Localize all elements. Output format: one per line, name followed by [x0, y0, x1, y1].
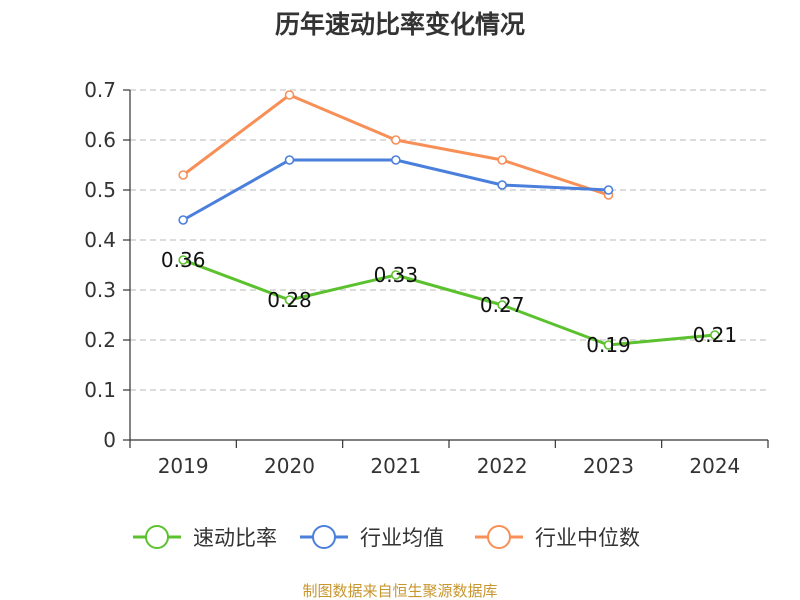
data-point[interactable]	[178, 255, 188, 265]
series-line	[182, 258, 715, 347]
axes: 0 0.1 0.2 0.3 0.4 0.5 0.6 0.7 2019 2020 2021 2022 20…	[84, 78, 769, 478]
series-line	[182, 93, 609, 197]
legend-marker-icon	[145, 525, 169, 549]
data-label: 0.19	[586, 333, 631, 357]
data-label: 0.27	[480, 293, 525, 317]
data-point[interactable]	[603, 185, 614, 195]
data-label: 0.36	[161, 248, 206, 272]
legend[interactable]: 速动比率 行业均值 行业中位数	[133, 525, 640, 550]
data-label: 0.28	[267, 288, 312, 312]
source-note: 制图数据来自恒生聚源数据库	[302, 582, 497, 600]
data-point[interactable]	[710, 330, 720, 340]
data-point[interactable]	[497, 300, 507, 310]
y-tick-label: 0	[103, 428, 116, 452]
data-point[interactable]	[284, 295, 295, 305]
data-point[interactable]	[497, 180, 507, 190]
x-tick-label: 2023	[583, 454, 634, 478]
legend-item[interactable]: 速动比率	[133, 525, 277, 550]
y-tick-label: 0.5	[84, 178, 116, 202]
series-lines	[178, 90, 720, 350]
series-3	[178, 90, 614, 200]
legend-marker-icon	[312, 525, 336, 549]
y-tick-label: 0.4	[84, 228, 116, 252]
legend-item[interactable]: 行业均值	[300, 525, 444, 550]
x-tick-label: 2020	[264, 454, 315, 478]
series-1	[178, 255, 720, 350]
y-tick-label: 0.6	[84, 128, 116, 152]
data-point[interactable]	[284, 90, 295, 100]
y-tick-label: 0.3	[84, 278, 116, 302]
data-point[interactable]	[391, 135, 401, 145]
x-tick-label: 2022	[477, 454, 528, 478]
data-point[interactable]	[391, 155, 401, 165]
x-tick-label: 2021	[370, 454, 421, 478]
data-labels: 0.36 0.28 0.33 0.27 0.19 0.21	[161, 248, 737, 357]
legend-marker-icon	[487, 525, 511, 549]
data-point[interactable]	[603, 340, 614, 350]
legend-label: 速动比率	[193, 526, 277, 550]
y-tick-label: 0.7	[84, 78, 116, 102]
chart-title: 历年速动比率变化情况	[275, 10, 525, 39]
x-tick-label: 2024	[689, 454, 740, 478]
series-2	[178, 155, 614, 225]
data-point[interactable]	[284, 155, 295, 165]
x-tick-label: 2019	[158, 454, 209, 478]
data-point[interactable]	[178, 215, 188, 225]
data-point[interactable]	[497, 155, 507, 165]
data-label: 0.33	[374, 263, 419, 287]
legend-label: 行业均值	[360, 526, 444, 550]
data-point[interactable]	[391, 270, 401, 280]
legend-label: 行业中位数	[535, 526, 640, 550]
y-tick-label: 0.2	[84, 328, 116, 352]
data-point[interactable]	[178, 170, 188, 180]
legend-item[interactable]: 行业中位数	[475, 525, 640, 550]
data-label: 0.21	[693, 323, 738, 347]
y-tick-label: 0.1	[84, 378, 116, 402]
grid-lines	[130, 89, 768, 391]
